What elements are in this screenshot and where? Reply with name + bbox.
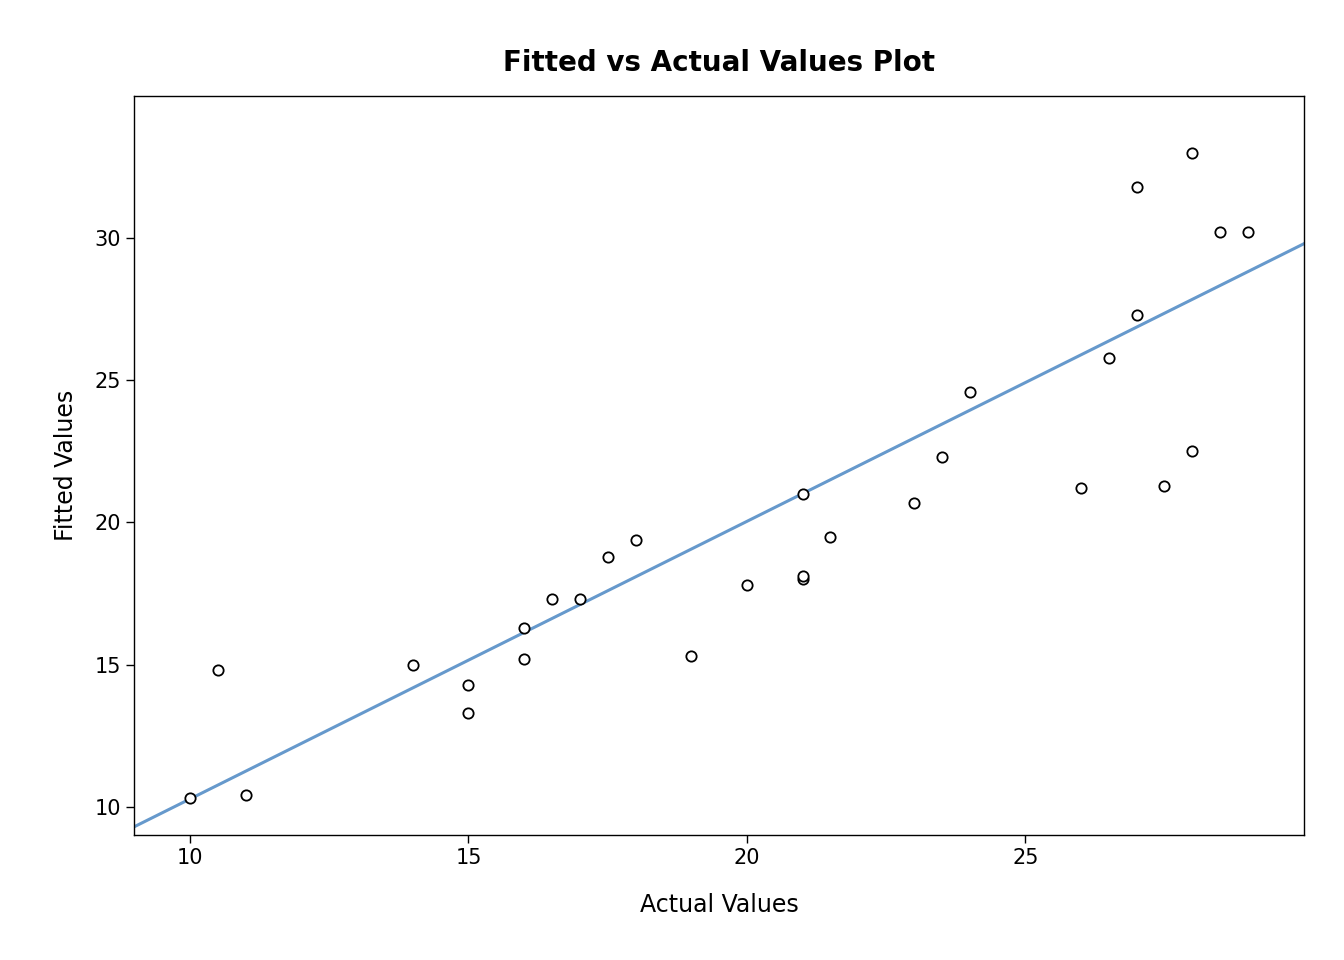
- Point: [458, 706, 480, 721]
- Point: [1210, 225, 1231, 240]
- X-axis label: Actual Values: Actual Values: [640, 894, 798, 918]
- Point: [931, 449, 953, 465]
- Point: [1238, 225, 1259, 240]
- Point: [402, 657, 423, 672]
- Point: [792, 487, 813, 502]
- Point: [235, 788, 257, 804]
- Point: [958, 384, 980, 399]
- Point: [903, 495, 925, 511]
- Point: [625, 532, 646, 547]
- Point: [792, 571, 813, 587]
- Point: [792, 568, 813, 584]
- Point: [458, 677, 480, 692]
- Title: Fitted vs Actual Values Plot: Fitted vs Actual Values Plot: [503, 49, 935, 77]
- Point: [680, 648, 702, 663]
- Point: [207, 662, 228, 678]
- Point: [542, 591, 563, 607]
- Point: [513, 651, 535, 666]
- Point: [737, 577, 758, 592]
- Point: [1181, 145, 1203, 160]
- Point: [597, 549, 618, 564]
- Point: [1153, 478, 1175, 493]
- Y-axis label: Fitted Values: Fitted Values: [54, 390, 78, 541]
- Point: [569, 591, 590, 607]
- Point: [513, 620, 535, 636]
- Point: [179, 790, 200, 805]
- Point: [1126, 307, 1148, 323]
- Point: [1070, 481, 1091, 496]
- Point: [1181, 444, 1203, 459]
- Point: [820, 529, 841, 544]
- Point: [1098, 349, 1120, 365]
- Point: [1126, 180, 1148, 195]
